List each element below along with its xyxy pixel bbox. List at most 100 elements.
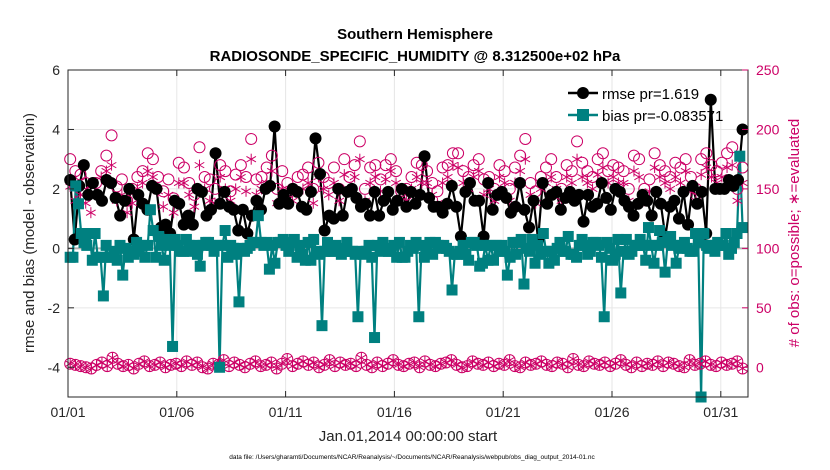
bias-point [421,242,433,254]
asterisk-stroke [266,167,277,175]
evaluated-low-marker [324,354,335,366]
evaluated-low-marker [234,359,245,371]
possible-marker [498,165,511,178]
asterisk-stroke [192,359,203,366]
bias-point [546,245,558,257]
evaluated-low-marker [425,359,436,371]
bias-point [626,245,638,257]
evaluated-marker [184,189,195,201]
bias-point [670,257,682,269]
asterisk-stroke [303,361,314,369]
evaluated-low-marker [568,353,579,365]
evaluated-low-marker [584,355,595,367]
bias-point [402,245,414,257]
asterisk-stroke [75,362,86,370]
bias-point [128,248,140,260]
rmse-point [695,185,708,198]
evaluated-low-marker [356,352,367,364]
bias-point [637,239,649,251]
bias-point [280,239,292,251]
rmse-point [691,197,704,210]
bias-point [136,239,148,251]
asterisk-stroke [313,364,325,371]
evaluated-low-marker [414,361,425,373]
bias-point [263,263,275,275]
y2-tick-label: 100 [756,240,780,256]
bias-point [299,254,311,266]
rmse-point [600,191,613,204]
evaluated-low-marker [615,354,626,366]
asterisk-stroke [414,364,425,371]
rmse-point [523,221,536,234]
rmse-point [573,188,586,201]
rmse-point [395,182,408,195]
bias-point [634,233,646,245]
evaluated-low-marker [319,359,330,371]
asterisk-stroke [149,361,160,369]
rmse-point [613,185,626,198]
asterisk-stroke [171,360,182,367]
bias-point [211,239,223,251]
rmse-point [268,120,281,133]
possible-marker [177,161,190,174]
asterisk-stroke [181,358,192,365]
rmse-point [77,159,90,172]
possible-marker [146,153,159,166]
bias-point [122,251,134,263]
asterisk-stroke [515,364,526,371]
evaluated-marker [189,201,200,213]
rmse-point [182,209,195,222]
bias-point [183,239,195,251]
bias-point [313,248,325,260]
rmse-point [264,179,277,192]
rmse-point [718,182,731,195]
rmse-point [332,182,345,195]
rmse-point [641,194,654,207]
rmse-point [218,185,231,198]
asterisk-stroke [499,361,510,369]
evaluated-marker [618,177,629,189]
bias-point [111,254,123,266]
rmse-point [554,203,567,216]
bias-point [180,233,192,245]
asterisk-stroke [365,179,376,187]
asterisk-stroke [727,161,738,169]
bias-point [535,248,547,260]
asterisk-stroke [732,197,743,204]
rmse-point [577,215,590,228]
rmse-point [423,191,436,204]
asterisk-stroke [271,365,282,372]
possible-marker [519,132,532,145]
bias-point [543,257,555,269]
bias-point [352,311,364,323]
bias-point [194,260,206,272]
rmse-point [114,209,127,222]
rmse-point [632,197,645,210]
rmse-point [645,209,658,222]
x-axis-label: Jan.01,2014 00:00:00 start [319,428,498,445]
evaluated-low-marker [345,358,356,370]
bias-point [316,320,328,332]
evaluated-marker [696,169,707,181]
evaluated-low-marker [250,355,261,367]
asterisk-stroke [127,199,138,207]
asterisk-stroke [494,360,505,367]
asterisk-stroke [245,360,256,367]
bias-point [319,245,331,257]
evaluated-low-marker [102,360,113,372]
asterisk-stroke [277,185,288,193]
evaluated-marker [597,162,608,174]
evaluated-low-marker [674,360,685,372]
rmse-point [177,218,190,231]
asterisk-stroke [235,173,246,181]
bias-point [737,222,749,234]
evaluated-marker [447,159,458,171]
evaluated-marker [266,165,277,177]
evaluated-marker [173,177,184,189]
asterisk-stroke [186,361,197,369]
possible-marker [617,165,630,178]
bias-point [598,311,610,323]
bias-point [363,239,375,251]
evaluated-marker [230,183,241,195]
evaluated-low-marker [133,358,145,370]
